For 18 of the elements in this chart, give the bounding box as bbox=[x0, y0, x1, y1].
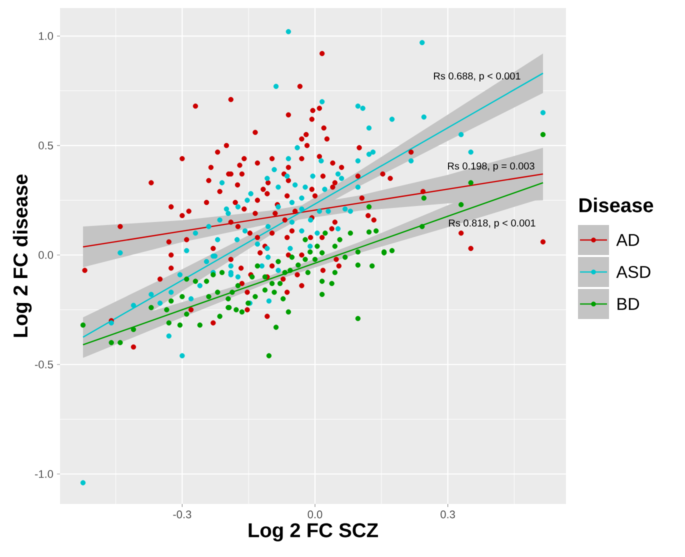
legend-title: Disease bbox=[580, 198, 654, 212]
x-tick-label: 0.0 bbox=[308, 510, 322, 518]
annotation: Rs 0.818, p < 0.001 bbox=[449, 219, 536, 229]
y-axis-title: Log 2 FC disease bbox=[12, 174, 32, 337]
y-tick-label: 1.0 bbox=[39, 32, 54, 40]
y-tick-label: 0.5 bbox=[38, 142, 53, 150]
y-tick-label: -0.5 bbox=[35, 360, 53, 368]
annotation: Rs 0.198, p = 0.003 bbox=[448, 162, 534, 172]
annotation: Rs 0.688, p < 0.001 bbox=[434, 72, 520, 82]
x-tick-label: -0.3 bbox=[173, 510, 192, 518]
y-tick-label: -1.0 bbox=[35, 470, 54, 478]
legend-label: AD bbox=[616, 234, 640, 246]
y-tick-label: 0.0 bbox=[38, 251, 54, 259]
x-axis-title: Log 2 FC SCZ bbox=[248, 523, 378, 542]
x-tick-label: 0.3 bbox=[440, 510, 455, 518]
legend-label: ASD bbox=[616, 266, 650, 278]
line-series bbox=[82, 173, 544, 248]
legend-label: BD bbox=[618, 298, 640, 310]
